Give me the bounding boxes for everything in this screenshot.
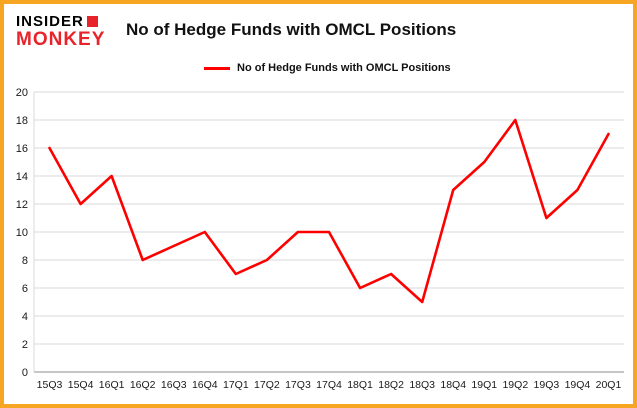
x-tick-label: 17Q2 (254, 379, 280, 391)
x-tick-label: 18Q4 (440, 379, 466, 391)
x-tick-label: 16Q2 (130, 379, 156, 391)
y-tick-label: 8 (22, 255, 28, 267)
x-tick-label: 18Q3 (409, 379, 435, 391)
x-tick-label: 16Q4 (192, 379, 218, 391)
series-line-hedge-funds (48, 118, 610, 304)
x-tick-label: 19Q3 (534, 379, 560, 391)
x-tick-label: 20Q1 (596, 379, 622, 391)
y-tick-label: 18 (16, 115, 28, 127)
y-tick-label: 0 (22, 367, 28, 379)
y-tick-label: 2 (22, 339, 28, 351)
chart-canvas: 0 2 4 6 8 10 12 14 16 18 20 15Q3 15Q4 16Q1 16Q2 16Q3 16Q… (16, 87, 624, 391)
legend-line-swatch (204, 66, 230, 70)
logo-text-insider: INSIDER (16, 13, 84, 30)
x-tick-label: 19Q2 (502, 379, 528, 391)
insider-monkey-logo: INSIDER MONKEY (16, 14, 124, 50)
chart-legend: No of Hedge Funds with OMCL Positions (204, 62, 451, 74)
legend-label: No of Hedge Funds with OMCL Positions (237, 62, 451, 74)
y-tick-label: 12 (16, 199, 28, 211)
y-tick-label: 4 (22, 311, 28, 323)
logo-line1: INSIDER (16, 14, 124, 30)
chart-title: No of Hedge Funds with OMCL Positions (126, 20, 457, 39)
x-tick-label: 17Q4 (316, 379, 342, 391)
y-tick-label: 16 (16, 143, 28, 155)
x-tick-label: 18Q1 (347, 379, 373, 391)
x-tick-label: 15Q4 (68, 379, 94, 391)
x-tick-label: 18Q2 (378, 379, 404, 391)
logo-text-monkey: MONKEY (16, 28, 106, 50)
x-tick-label: 19Q1 (471, 379, 497, 391)
y-tick-label: 14 (16, 171, 28, 183)
y-tick-label: 6 (22, 283, 28, 295)
y-tick-label: 10 (16, 227, 28, 239)
x-tick-label: 19Q4 (565, 379, 591, 391)
x-tick-label: 15Q3 (37, 379, 63, 391)
x-tick-label: 16Q3 (161, 379, 187, 391)
x-tick-label: 17Q3 (285, 379, 311, 391)
y-tick-label: 20 (16, 87, 28, 99)
monkey-icon (86, 16, 98, 28)
x-tick-label: 17Q1 (223, 379, 249, 391)
x-tick-label: 16Q1 (99, 379, 125, 391)
